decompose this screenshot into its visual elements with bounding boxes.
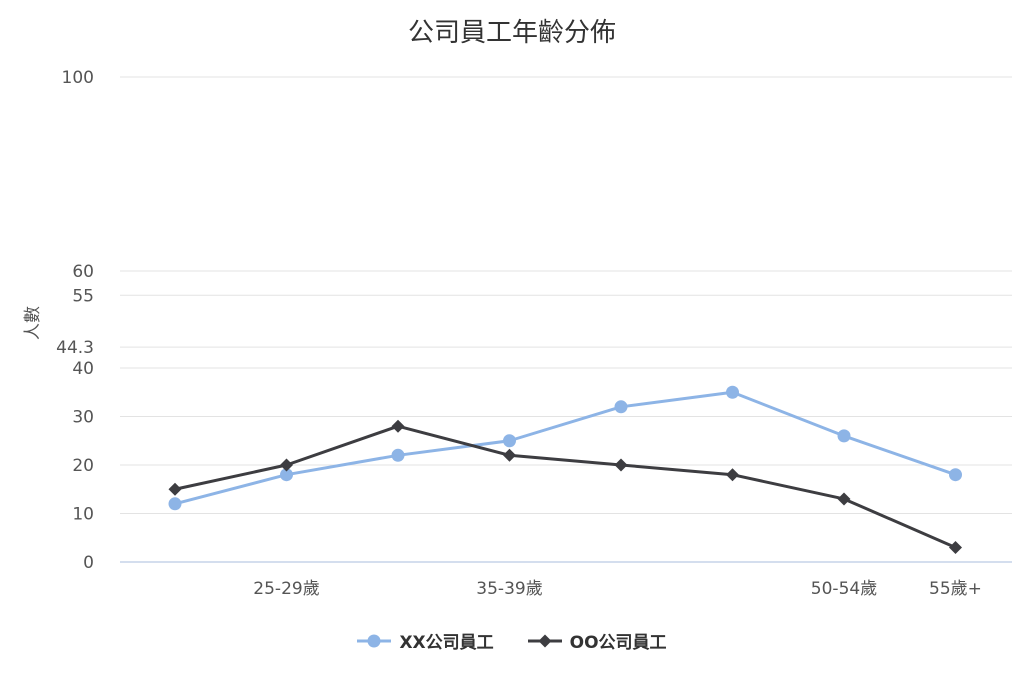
y-axis-label: 人數	[23, 306, 43, 340]
data-point	[614, 400, 628, 414]
legend-label: OO公司員工	[569, 633, 667, 653]
legend-item[interactable]: XX公司員工	[357, 628, 494, 653]
y-tick-label: 44.3	[56, 338, 94, 358]
legend-label: XX公司員工	[399, 633, 494, 653]
y-tick-label: 55	[72, 286, 94, 306]
series-line	[174, 424, 957, 549]
data-point	[726, 385, 739, 399]
data-point	[949, 468, 962, 482]
data-point	[949, 540, 962, 554]
legend: XX公司員工 OO公司員工	[0, 628, 1024, 653]
chart-title: 公司員工年齡分佈	[407, 18, 616, 48]
x-tick-label: 25-29歲	[253, 579, 319, 599]
circle-marker-icon	[357, 634, 392, 647]
y-tick-label: 30	[72, 408, 94, 428]
legend-item[interactable]: OO公司員工	[527, 628, 667, 653]
grid-lines	[120, 76, 1012, 514]
data-point	[168, 497, 182, 511]
data-point	[614, 458, 628, 472]
data-point	[391, 448, 405, 462]
x-tick-label: 55歲+	[929, 579, 982, 599]
data-point	[837, 429, 851, 443]
data-point	[503, 434, 516, 448]
data-point	[280, 468, 293, 482]
y-tick-label: 0	[83, 553, 94, 573]
data-point	[280, 458, 293, 472]
data-point	[837, 492, 851, 506]
y-tick-label: 100	[62, 68, 94, 88]
y-tick-label: 20	[72, 456, 94, 476]
data-point	[503, 448, 516, 462]
x-tick-labels: 25-29歲 35-39歲 50-54歲 55歲+	[253, 579, 982, 599]
series-line	[174, 390, 956, 506]
y-tick-label: 60	[72, 262, 94, 282]
data-point	[726, 468, 739, 482]
diamond-marker-icon	[527, 634, 562, 647]
y-tick-label: 40	[72, 359, 94, 379]
series-layer	[168, 385, 962, 554]
data-point	[168, 482, 182, 496]
x-tick-label: 35-39歲	[476, 579, 542, 599]
data-point	[391, 419, 405, 433]
y-tick-label: 10	[72, 505, 94, 525]
x-tick-label: 50-54歲	[811, 579, 877, 599]
